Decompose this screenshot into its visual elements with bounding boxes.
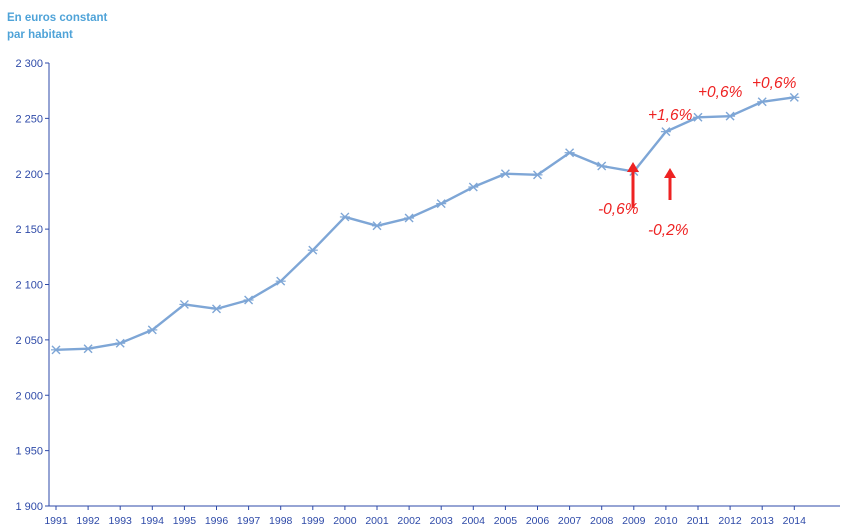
x-tick-label: 1992 <box>76 515 100 527</box>
x-tick-label: 2006 <box>526 515 550 527</box>
data-point-2008 <box>596 161 607 171</box>
data-point-2012 <box>725 111 736 121</box>
y-tick-label: 2 200 <box>15 169 43 181</box>
x-tick-label: 2004 <box>462 515 486 527</box>
series-group <box>51 92 800 355</box>
y-tick-label: 2 000 <box>15 390 43 402</box>
y-tick-label: 2 150 <box>15 224 43 236</box>
data-point-2005 <box>500 169 511 179</box>
x-tick-label: 1994 <box>141 515 165 527</box>
y-tick-label: 2 050 <box>15 335 43 347</box>
annotation-label-2010: +1,6% <box>648 107 693 124</box>
x-tick-label: 1991 <box>44 515 68 527</box>
x-tick-label: 2005 <box>494 515 518 527</box>
unit-label-line-1: En euros constant <box>7 12 107 24</box>
x-tick-label: 2011 <box>687 515 710 527</box>
data-point-1994 <box>147 325 158 335</box>
annotations: -0,6% -0,2% +1,6% +0,6% +0,6% <box>598 75 797 239</box>
y-tick-label: 1 950 <box>15 446 43 458</box>
unit-label-line-2: par habitant <box>7 29 73 41</box>
annotation-label-2011: +0,6% <box>698 84 743 101</box>
x-tick-label: 2009 <box>622 515 646 527</box>
annotation-label-2009: -0,2% <box>648 222 689 239</box>
x-tick-label: 2000 <box>333 515 357 527</box>
annotation-label-2012: +0,6% <box>752 75 797 92</box>
annotation-label-2008: -0,6% <box>598 201 639 218</box>
data-point-2006 <box>532 170 543 180</box>
data-point-1992 <box>83 344 94 354</box>
y-tick-label: 2 250 <box>15 113 43 125</box>
y-tick-label: 2 100 <box>15 280 43 292</box>
x-tick-label: 2012 <box>718 515 742 527</box>
x-ticks: 1991 1992 1993 1994 1995 1996 1997 1998 1999 2000… <box>44 506 806 527</box>
data-point-2011 <box>693 112 703 122</box>
x-tick-label: 1993 <box>109 515 133 527</box>
x-tick-label: 1999 <box>301 515 325 527</box>
x-tick-label: 2001 <box>365 515 389 527</box>
x-tick-label: 2014 <box>783 515 807 527</box>
x-tick-label: 2010 <box>654 515 678 527</box>
y-tick-label: 1 900 <box>15 501 43 513</box>
data-point-2010 <box>660 127 671 137</box>
data-point-2013 <box>757 97 768 107</box>
data-point-1996 <box>211 304 222 314</box>
y-tick-label: 2 300 <box>15 58 43 70</box>
x-tick-label: 2007 <box>558 515 582 527</box>
series-line <box>55 96 795 352</box>
x-tick-label: 2013 <box>751 515 775 527</box>
data-point-2000 <box>339 212 350 222</box>
arrow-up-icon <box>664 168 676 200</box>
data-point-2002 <box>404 213 415 223</box>
data-point-2001 <box>372 221 382 231</box>
data-point-2007 <box>564 148 575 158</box>
x-tick-label: 1995 <box>173 515 197 527</box>
x-tick-label: 2008 <box>590 515 614 527</box>
x-tick-label: 1998 <box>269 515 293 527</box>
data-point-1995 <box>179 299 190 309</box>
x-tick-label: 2003 <box>430 515 454 527</box>
data-point-1993 <box>115 338 126 348</box>
x-tick-label: 1997 <box>237 515 261 527</box>
data-point-1991 <box>51 345 61 355</box>
x-tick-label: 1996 <box>205 515 229 527</box>
data-point-2004 <box>468 182 479 192</box>
arrow-up-icon <box>627 162 639 208</box>
data-point-2003 <box>436 199 447 209</box>
data-point-2014 <box>789 92 800 102</box>
data-point-1999 <box>307 245 318 255</box>
data-point-1997 <box>243 295 254 305</box>
x-tick-label: 2002 <box>397 515 421 527</box>
y-ticks: 2 300 2 250 2 200 2 150 2 100 2 050 2 000 1 950… <box>15 58 49 513</box>
data-point-1998 <box>275 276 286 286</box>
